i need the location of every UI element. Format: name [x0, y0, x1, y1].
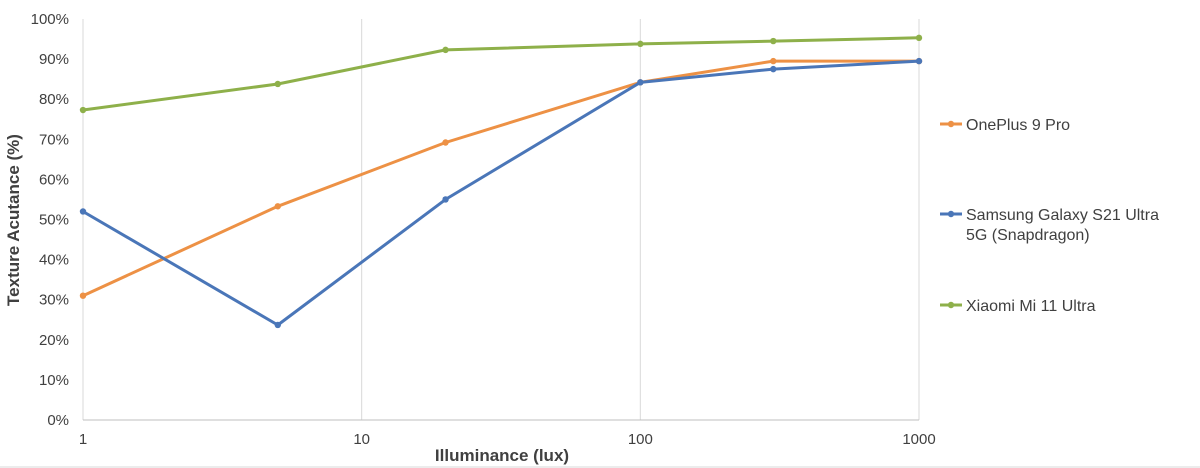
y-tick-label: 30% [39, 292, 69, 309]
x-tick-label: 1000 [902, 431, 935, 448]
legend-label-line: Samsung Galaxy S21 Ultra [966, 207, 1159, 224]
series-samsung-galaxy-s21-ultra-5g-snapdragon [79, 57, 923, 329]
data-point [637, 79, 644, 86]
data-point [770, 37, 777, 45]
data-point [79, 208, 87, 215]
legend: OnePlus 9 Pro Samsung Galaxy S21 Ultra 5G … [940, 117, 1159, 315]
legend-label: OnePlus 9 Pro [966, 117, 1070, 134]
data-point [79, 292, 87, 299]
y-tick-label: 60% [39, 171, 69, 188]
legend-label: Samsung Galaxy S21 Ultra 5G (Snapdragon) [966, 207, 1159, 244]
x-tick-label: 10 [353, 431, 370, 448]
x-tick-label: 100 [628, 431, 653, 448]
legend-item: Xiaomi Mi 11 Ultra [940, 298, 1096, 315]
y-tick-label: 80% [39, 91, 69, 108]
y-tick-label: 100% [31, 11, 69, 28]
series-xiaomi-mi-11-ultra [79, 34, 923, 114]
data-point [274, 80, 281, 88]
series-line [81, 59, 921, 327]
data-point [770, 65, 777, 73]
legend-label: Xiaomi Mi 11 Ultra [966, 298, 1096, 315]
axis-layer: 1 10 100 1000 0% 10% 20% 30% 40% 50% 60% 70% 80% 90% 1… [0, 11, 1200, 468]
legend-item: Samsung Galaxy S21 Ultra 5G (Snapdragon) [940, 207, 1159, 244]
x-tick-label: 1 [79, 431, 87, 448]
series-line [81, 59, 921, 298]
legend-swatch-marker [947, 120, 955, 128]
grid-layer [82, 19, 920, 420]
y-tick-label: 70% [39, 131, 69, 148]
data-point [79, 106, 87, 114]
data-point [274, 321, 281, 329]
legend-label-line: OnePlus 9 Pro [966, 117, 1070, 134]
legend-swatch-marker [947, 210, 955, 218]
legend-item: OnePlus 9 Pro [940, 117, 1070, 134]
y-axis-title: Texture Acutance (%) [4, 134, 23, 306]
legend-label-line: 5G (Snapdragon) [966, 227, 1090, 244]
data-point [442, 46, 449, 54]
data-point [274, 203, 281, 210]
data-point [915, 34, 923, 42]
legend-swatch-marker [947, 301, 955, 309]
series-layer [79, 34, 923, 329]
data-point [637, 40, 644, 48]
data-point [442, 196, 449, 203]
series-line [81, 36, 921, 112]
data-point [915, 57, 923, 65]
y-tick-label: 10% [39, 372, 69, 389]
x-axis-title: Illuminance (lux) [435, 446, 569, 465]
y-tick-label: 40% [39, 252, 69, 269]
legend-label-line: Xiaomi Mi 11 Ultra [966, 298, 1096, 315]
data-point [770, 57, 777, 65]
y-tick-label: 20% [39, 332, 69, 349]
y-tick-label: 90% [39, 51, 69, 68]
y-tick-label: 0% [47, 412, 69, 429]
y-tick-label: 50% [39, 212, 69, 229]
data-point [442, 139, 449, 146]
